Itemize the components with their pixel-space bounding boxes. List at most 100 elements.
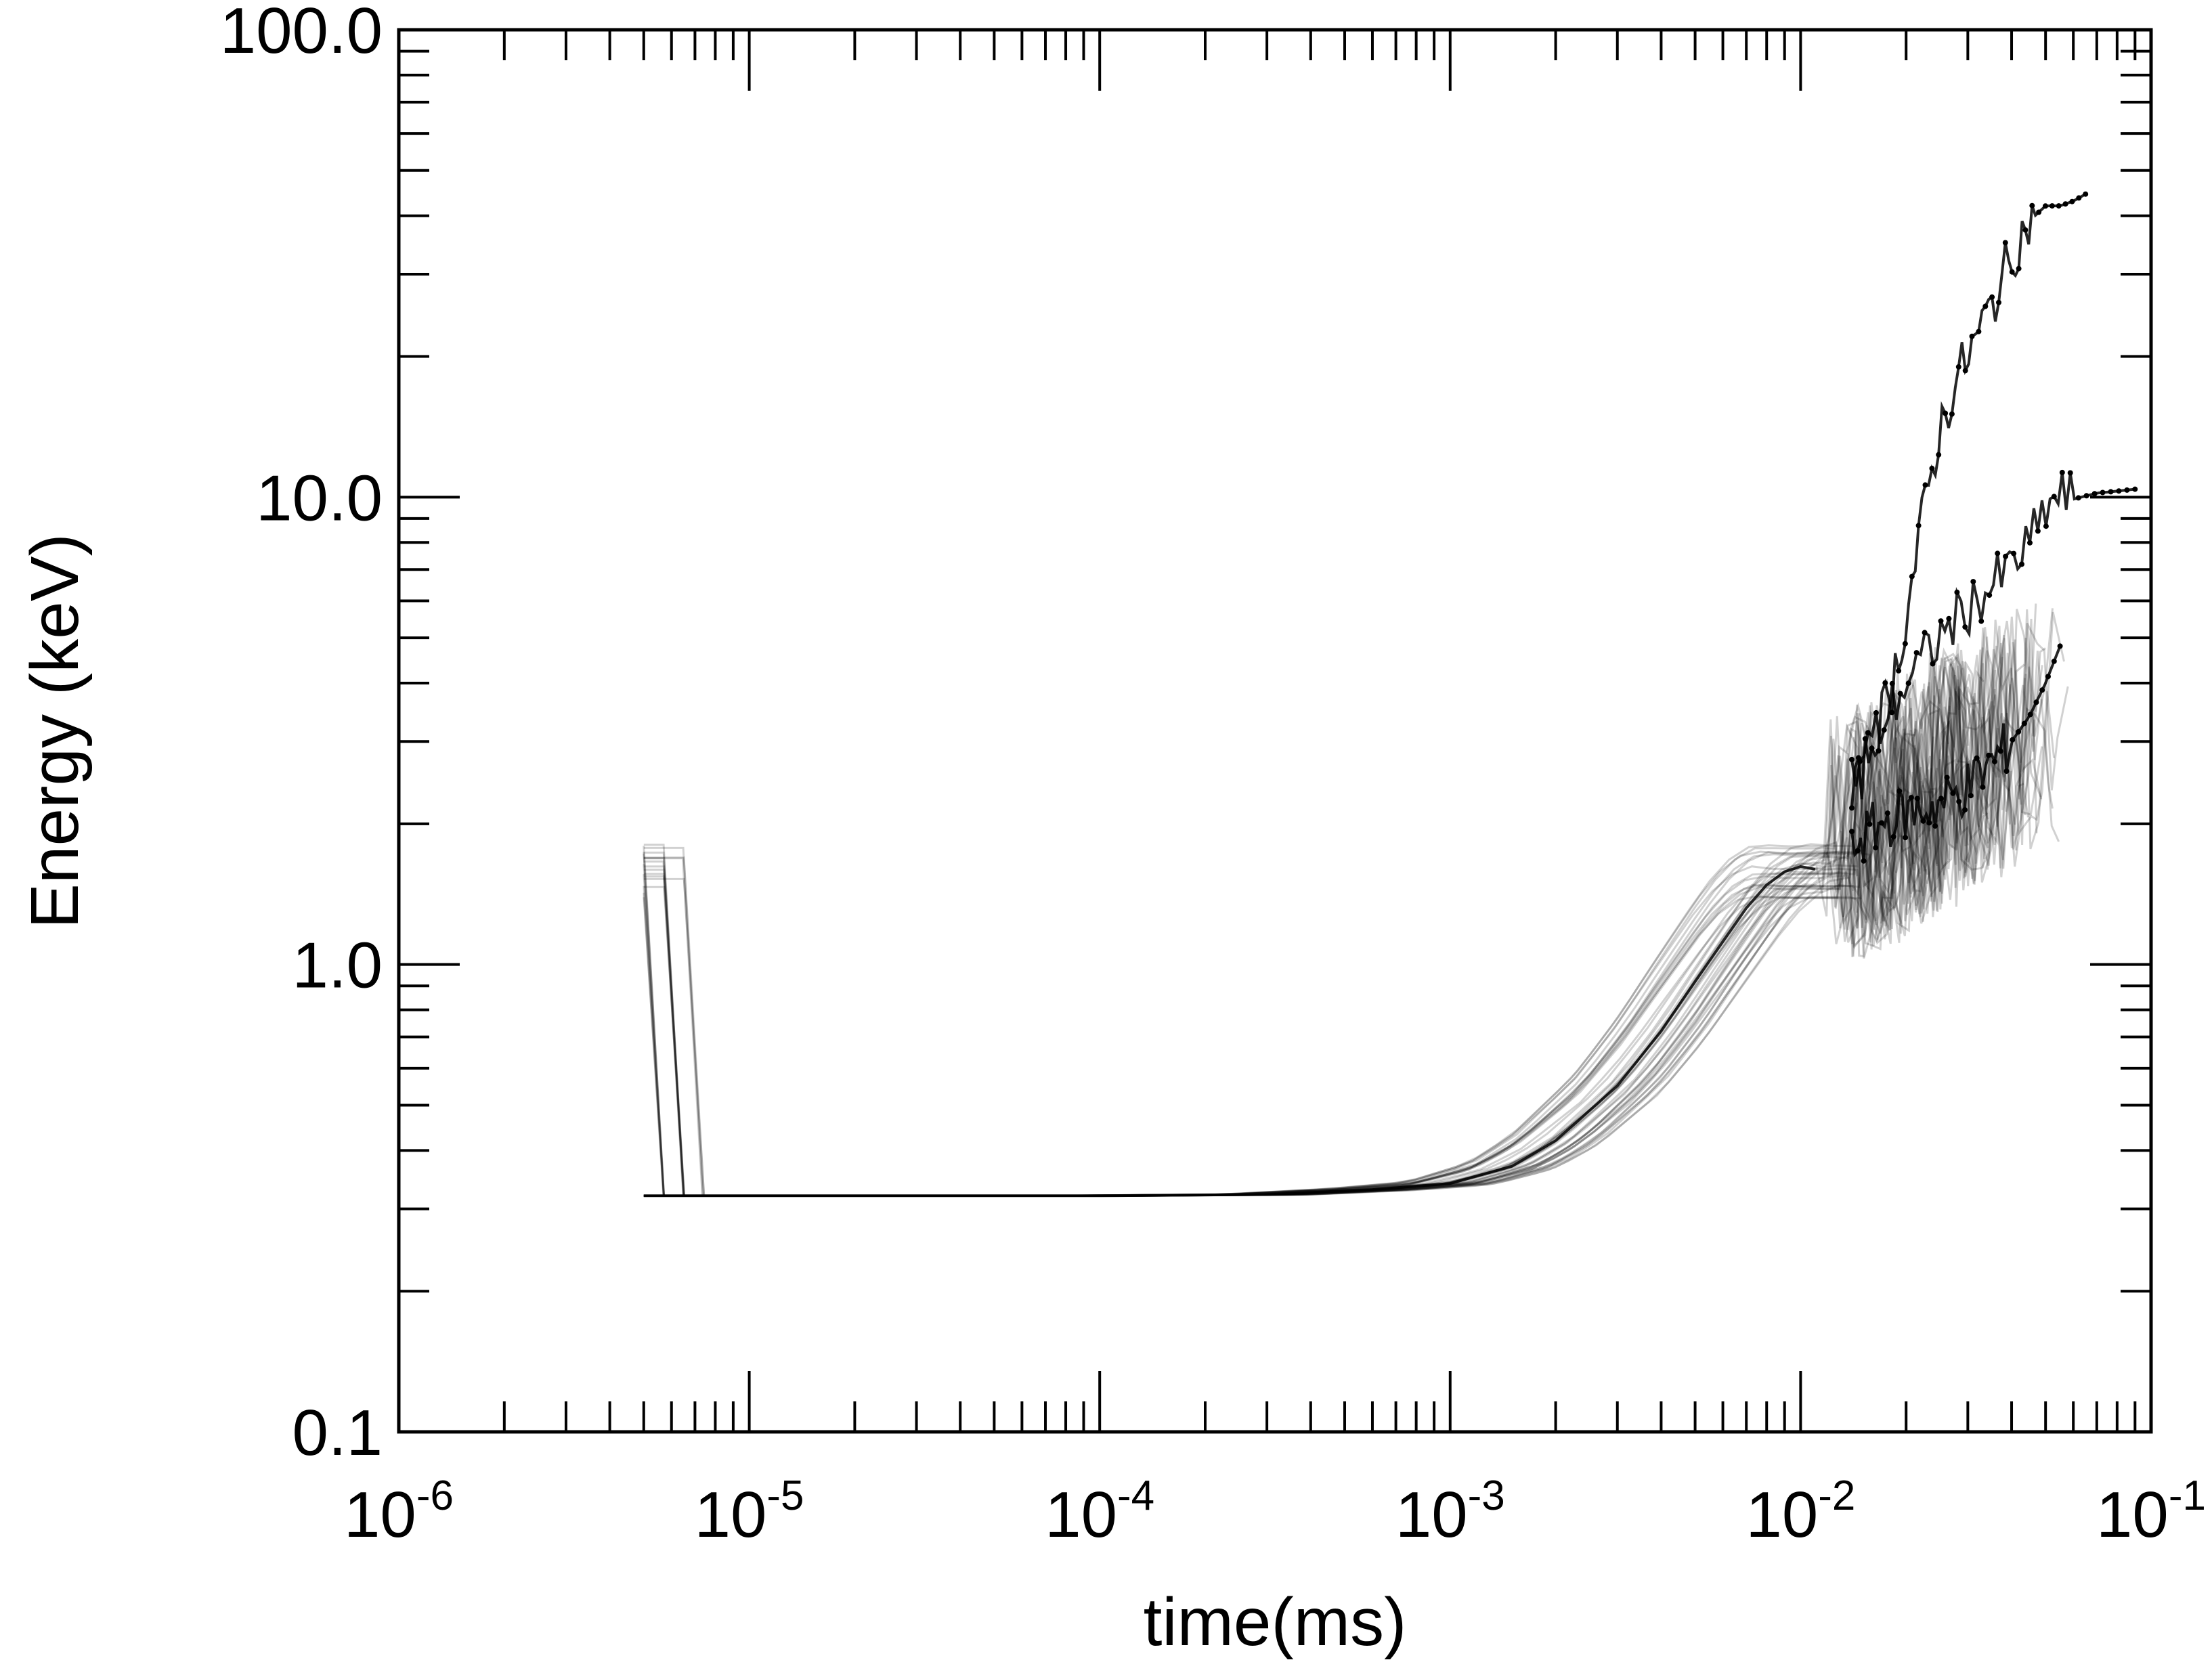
upper-branch-point <box>1996 299 2001 305</box>
ensemble-trace <box>643 649 2043 1197</box>
mid-branch-point <box>2100 489 2106 496</box>
mid-branch-point <box>2011 550 2017 556</box>
upper-branch-point <box>2022 227 2029 233</box>
mid-branch-point <box>2091 491 2098 497</box>
mid-branch-point <box>1889 680 1895 686</box>
upper-branch-point <box>2016 265 2022 271</box>
mid-branch-point <box>1962 624 1968 630</box>
x-tick-label: 10-3 <box>1395 1472 1505 1551</box>
low-branch-point <box>1944 774 1950 781</box>
low-branch-point <box>2016 729 2022 735</box>
upper-branch-point <box>1909 573 1915 580</box>
upper-branch-point <box>1936 452 1942 458</box>
mid-branch-point <box>1946 615 1952 621</box>
low-branch-point <box>2021 720 2027 726</box>
low-branch-point <box>1855 848 1861 854</box>
mid-branch-point <box>2043 523 2049 529</box>
upper-branch-point <box>1889 709 1895 716</box>
mid-branch-point <box>1881 727 1887 733</box>
upper-branch-point <box>1896 668 1902 674</box>
low-branch-point <box>1873 845 1879 851</box>
upper-branch-point <box>1976 328 1982 334</box>
low-branch-point <box>2003 768 2010 774</box>
ensemble-trace <box>643 634 2024 1197</box>
mid-branch-point <box>2083 493 2089 499</box>
upper-branch-point <box>1989 294 1995 300</box>
ensemble-trace <box>643 649 2003 1197</box>
ensemble-trace <box>643 638 2011 1197</box>
low-branch-point <box>1849 829 1855 835</box>
low-branch-point <box>2057 643 2063 649</box>
mid-branch-point <box>1987 592 1993 598</box>
mid-branch-point <box>1857 758 1863 764</box>
low-branch-point <box>1908 795 1914 801</box>
ensemble-trace <box>643 669 1985 1197</box>
upper-branch-point <box>1969 333 1975 339</box>
low-branch-point <box>1903 835 1909 841</box>
low-branch-point <box>1968 793 1974 799</box>
low-branch-point <box>1867 821 1873 827</box>
low-branch-point <box>1926 820 1932 826</box>
mid-branch-point <box>2027 540 2033 546</box>
low-branch-point <box>2039 687 2045 693</box>
tick-label-group: 10-6 10-5 10-4 10-3 10-2 10-1 0.1 1.0 10.0 100.0 <box>220 0 2206 1551</box>
upper-branch-point <box>1849 805 1855 811</box>
upper-branch-point <box>2002 240 2008 246</box>
low-branch-point <box>2010 737 2016 743</box>
x-axis-label: time(ms) <box>1144 1584 1407 1660</box>
upper-branch-point <box>2069 198 2075 204</box>
ensemble-trace <box>643 653 2026 1197</box>
upper-branch-point <box>2062 201 2068 207</box>
upper-branch-point <box>1875 748 1882 753</box>
mid-branch-point <box>1849 756 1855 762</box>
mid-branch-point <box>2051 494 2057 500</box>
ensemble-trace <box>643 710 1989 1197</box>
upper-branch-point <box>1922 482 1928 488</box>
low-branch-point <box>1920 818 1926 824</box>
mean-trace <box>643 865 1816 1198</box>
mid-branch-point <box>1970 579 1976 585</box>
mid-branch-point <box>2067 470 2073 476</box>
upper-branch-point <box>1902 640 1908 647</box>
low-branch-point <box>1986 752 1992 758</box>
mid-branch-point <box>1954 589 1960 595</box>
mid-branch-point <box>1938 618 1944 624</box>
ensemble-trace <box>643 643 2003 1197</box>
low-branch-point <box>1991 758 1997 764</box>
x-tick-label: 10-2 <box>1745 1472 1855 1551</box>
upper-branch-point <box>1949 411 1955 417</box>
upper-branch-point <box>2029 202 2035 209</box>
mid-branch-point <box>2059 469 2065 475</box>
upper-branch-point <box>1982 303 1989 309</box>
y-tick-label: 100.0 <box>220 0 383 67</box>
y-tick-label: 0.1 <box>292 1397 383 1469</box>
low-branch-point <box>1879 820 1884 826</box>
mid-branch-point <box>1995 550 2001 556</box>
upper-branch-point <box>2036 209 2042 215</box>
x-tick-label: 10-6 <box>344 1472 454 1551</box>
upper-branch-point <box>2083 191 2089 197</box>
low-branch-point <box>2045 674 2051 680</box>
low-branch-point <box>1896 788 1903 794</box>
upper-branch-point <box>1882 680 1888 686</box>
mid-branch-point <box>1905 680 1911 686</box>
upper-branch-point <box>1929 465 1935 471</box>
mid-branch-point <box>2108 489 2114 495</box>
mid-branch-point <box>1873 709 1879 716</box>
mid-branch-point <box>1913 650 1920 656</box>
y-tick-label: 10.0 <box>256 462 383 534</box>
upper-branch-point <box>2076 195 2082 201</box>
low-branch-point <box>1932 823 1938 829</box>
mid-branch-point <box>2019 561 2024 567</box>
y-axis-label: Energy (keV) <box>17 533 93 929</box>
mid-branch-point <box>1897 691 1903 697</box>
low-branch-point <box>1997 748 2003 754</box>
upper-branch-point <box>1943 410 1949 416</box>
mid-branch-point <box>1865 730 1871 736</box>
low-branch-point <box>1980 784 1986 790</box>
mid-branch-point <box>2035 528 2041 534</box>
x-tick-label: 10-5 <box>695 1472 804 1551</box>
low-branch-point <box>1890 833 1896 839</box>
upper-branch-point <box>1962 368 1968 374</box>
